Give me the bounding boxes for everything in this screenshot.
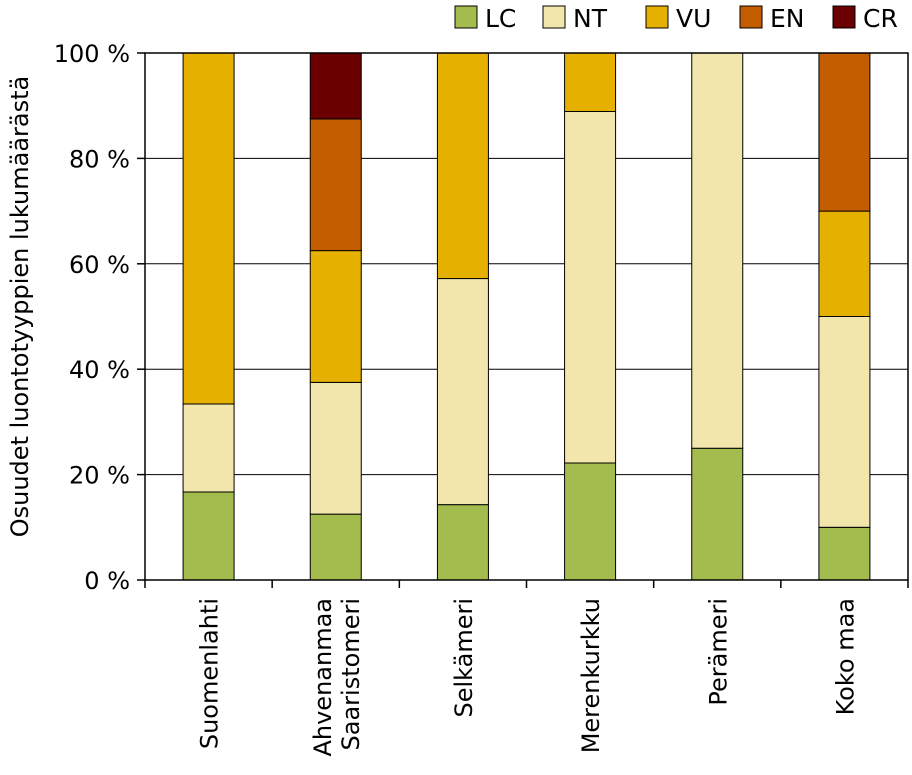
- bar-segment-lc: [818, 526, 871, 581]
- legend-swatch-cr: [832, 5, 856, 29]
- x-category-label: Koko maa: [831, 598, 859, 715]
- x-category-label: Selkämeri: [450, 598, 478, 718]
- x-category-label-line: Merenkurkku: [577, 598, 605, 753]
- legend-label-cr: CR: [863, 4, 898, 33]
- x-category-label-line: Koko maa: [831, 598, 859, 715]
- bar-segment-vu: [436, 52, 489, 280]
- legend-swatch-lc: [454, 5, 478, 29]
- bar-segment-nt: [309, 381, 362, 515]
- bar-segment-lc: [436, 504, 489, 581]
- bar-segment-vu: [182, 52, 235, 405]
- bar-segment-nt: [436, 278, 489, 506]
- y-tick-label: 20 %: [69, 462, 130, 490]
- x-category-label: Perämeri: [704, 598, 732, 706]
- legend-swatch-vu: [645, 5, 669, 29]
- bars: [182, 52, 871, 581]
- y-tick-label: 80 %: [69, 145, 130, 173]
- x-category-label-line: Saaristomeri: [337, 598, 365, 750]
- x-category-label-line: Perämeri: [704, 598, 732, 706]
- x-category-label: AhvenanmaaSaaristomeri: [309, 598, 365, 757]
- x-category-label: Merenkurkku: [577, 598, 605, 753]
- legend-label-en: EN: [770, 4, 805, 33]
- bar-segment-vu: [564, 52, 617, 112]
- bar-segment-cr: [309, 52, 362, 120]
- bar-segment-en: [309, 118, 362, 252]
- bar-segment-en: [818, 52, 871, 212]
- x-category-label-line: Selkämeri: [450, 598, 478, 718]
- bar-segment-nt: [182, 403, 235, 493]
- bar-segment-nt: [691, 52, 744, 449]
- legend-swatch-en: [739, 5, 763, 29]
- y-tick-label: 100 %: [54, 40, 130, 68]
- x-axis: Suomenlahti AhvenanmaaSaaristomeri Selkäme…: [144, 580, 909, 757]
- bar-segment-lc: [182, 491, 235, 581]
- y-tick-label: 60 %: [69, 251, 130, 279]
- y-tick-label: 40 %: [69, 356, 130, 384]
- legend-label-nt: NT: [573, 4, 608, 33]
- y-axis: 0 % 20 % 40 % 60 % 80 % 100 %: [54, 40, 145, 595]
- legend-swatch-nt: [542, 5, 566, 29]
- legend-label-lc: LC: [485, 4, 516, 33]
- x-category-label-line: Ahvenanmaa: [309, 598, 337, 757]
- bar-segment-vu: [309, 250, 362, 383]
- bar-segment-lc: [564, 462, 617, 581]
- plot-frame: [144, 52, 909, 581]
- bar-segment-nt: [564, 110, 617, 464]
- bar-segment-lc: [309, 513, 362, 581]
- legend: LC NT VU EN CR: [454, 4, 898, 33]
- x-category-label-line: Suomenlahti: [196, 598, 224, 749]
- x-category-label: Suomenlahti: [196, 598, 224, 749]
- gridlines: [145, 157, 908, 476]
- bar-segment-lc: [691, 447, 744, 581]
- y-axis-title: Osuudet luontotyyppien lukumäärästä: [6, 76, 34, 538]
- bar-segment-nt: [818, 316, 871, 528]
- bar-segment-vu: [818, 210, 871, 318]
- y-tick-label: 0 %: [84, 567, 130, 595]
- legend-label-vu: VU: [676, 4, 711, 33]
